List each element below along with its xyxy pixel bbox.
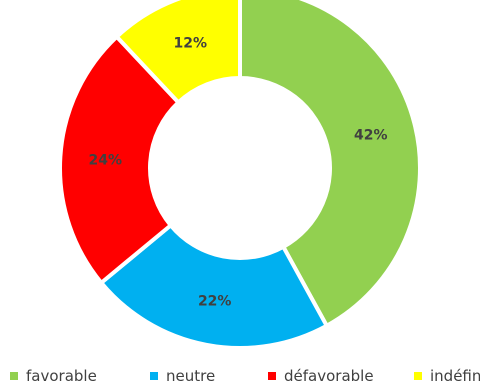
legend-item-neutre: neutre <box>150 367 215 385</box>
legend-label-défavorable: défavorable <box>284 367 374 385</box>
legend: favorable neutre défavorable indéfini <box>10 367 480 385</box>
legend-swatch-défavorable <box>268 372 276 380</box>
pct-label-neutre: 22% <box>198 294 232 310</box>
legend-label-favorable: favorable <box>26 367 97 385</box>
slice-favorable <box>238 0 422 329</box>
percentage-labels: 42% 22% 24% 12% <box>89 35 388 309</box>
legend-swatch-favorable <box>10 372 18 380</box>
legend-swatch-neutre <box>150 372 158 380</box>
legend-item-favorable: favorable <box>10 367 97 385</box>
legend-swatch-indéfini <box>414 372 422 380</box>
pct-label-défavorable: 24% <box>89 153 123 169</box>
legend-label-neutre: neutre <box>166 367 215 385</box>
pct-label-indéfini: 12% <box>174 35 208 51</box>
legend-item-indéfini: indéfini <box>414 367 480 385</box>
legend-label-indéfini: indéfini <box>430 367 480 385</box>
slice-défavorable <box>58 33 182 286</box>
donut-slices <box>58 0 422 350</box>
slice-indéfini <box>113 0 242 106</box>
pct-label-favorable: 42% <box>354 127 388 143</box>
slice-neutre <box>98 222 330 350</box>
legend-item-défavorable: défavorable <box>268 367 374 385</box>
